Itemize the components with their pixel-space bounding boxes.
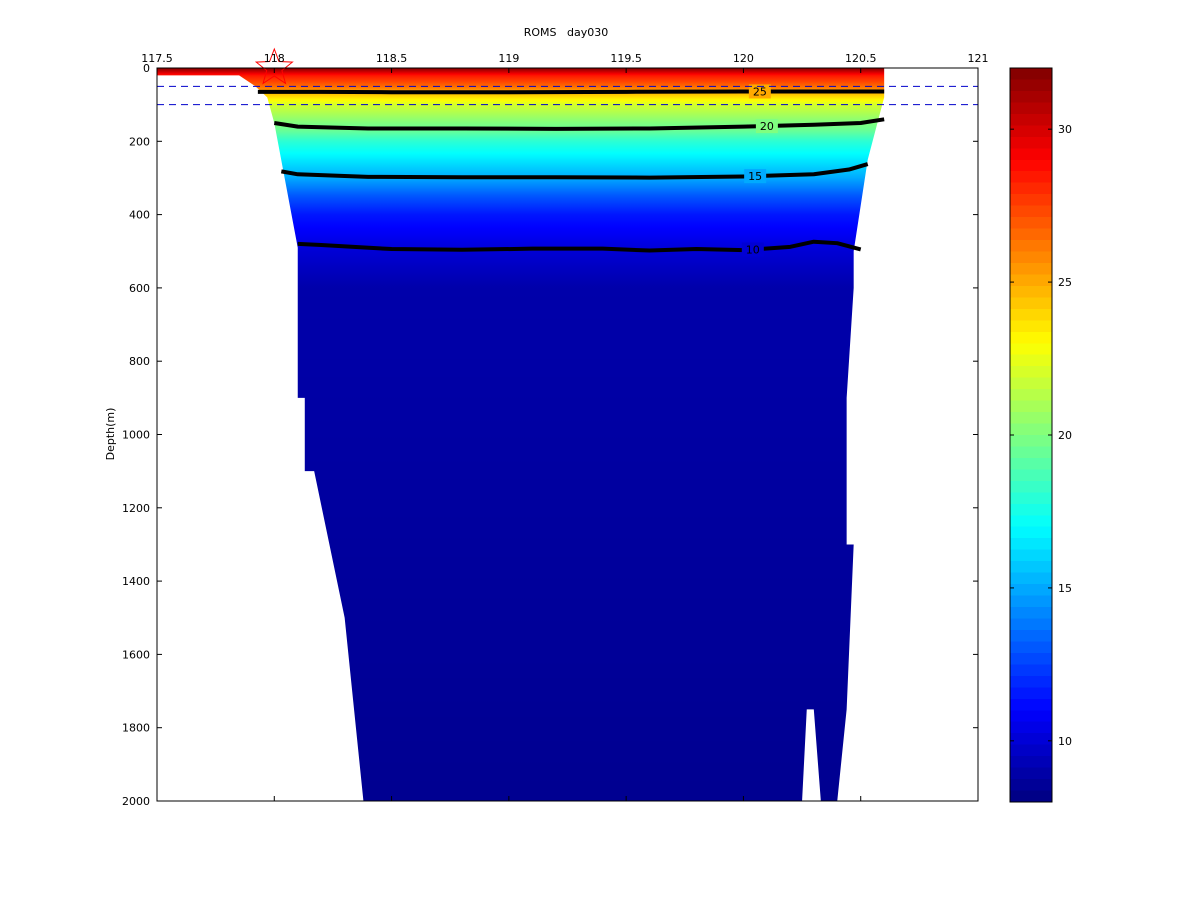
- y-tick-label: 2000: [122, 795, 150, 808]
- y-tick-label: 1400: [122, 575, 150, 588]
- contour-label-15: 15: [748, 170, 762, 183]
- colorbar-tick-label: 10: [1058, 735, 1072, 748]
- contour-15: [280, 162, 869, 180]
- y-tick-label: 1000: [122, 429, 150, 442]
- x-axis-ticks: 117.5 118 118.5 119 119.5 120 120.5 121: [141, 52, 989, 801]
- x-tick-label: 120.5: [845, 52, 877, 65]
- x-tick-label: 118.5: [376, 52, 408, 65]
- x-tick-label: 117.5: [141, 52, 173, 65]
- contour-lines: 25 20 15 10: [257, 84, 885, 257]
- reference-lines: [157, 85, 978, 106]
- colorbar: 10 15 20 25 30: [1009, 67, 1072, 803]
- y-tick-label: 200: [129, 135, 150, 148]
- plot-area: 25 20 15 10 117.5 118 118.5 119 119.5 120 120.5 12…: [122, 47, 989, 808]
- y-tick-label: 600: [129, 282, 150, 295]
- colorbar-tick-label: 25: [1058, 276, 1072, 289]
- contour-10: [297, 239, 862, 253]
- y-tick-label: 1800: [122, 722, 150, 735]
- x-tick-label: 120: [733, 52, 754, 65]
- star-marker: [254, 47, 294, 85]
- contour-label-bg-20: [755, 119, 778, 134]
- y-tick-label: 800: [129, 355, 150, 368]
- contour-label-bg-15: [744, 169, 767, 184]
- contour-20: [273, 117, 885, 131]
- colorbar-tick-label: 15: [1058, 582, 1072, 595]
- y-tick-label: 0: [143, 62, 150, 75]
- colorbar-tick-label: 20: [1058, 429, 1072, 442]
- colorbar-ticks: 10 15 20 25 30: [1010, 123, 1072, 748]
- colorbar-fill: [1010, 68, 1052, 802]
- y-tick-label: 400: [129, 209, 150, 222]
- y-tick-label: 1200: [122, 502, 150, 515]
- x-tick-label: 119: [498, 52, 519, 65]
- y-axis-ticks: 0 200 400 600 800 1000 1200 1400 1600 1800 2000: [122, 62, 978, 808]
- x-tick-label: 119.5: [610, 52, 642, 65]
- x-tick-label: 121: [968, 52, 989, 65]
- y-axis-label: Depth(m): [104, 408, 117, 461]
- colorbar-tick-label: 30: [1058, 123, 1072, 136]
- contour-label-20: 20: [760, 120, 774, 133]
- x-tick-label: 118: [264, 52, 285, 65]
- bathymetry-right: [802, 68, 978, 801]
- contour-label-bg-10: [741, 242, 764, 257]
- bathymetry-left: [157, 68, 364, 801]
- contour-label-10: 10: [746, 243, 760, 256]
- contour-label-25: 25: [753, 85, 767, 98]
- contour-label-bg-25: [748, 84, 771, 99]
- chart-title: ROMS day030: [524, 26, 609, 39]
- contour-25: [257, 89, 885, 95]
- y-tick-label: 1600: [122, 648, 150, 661]
